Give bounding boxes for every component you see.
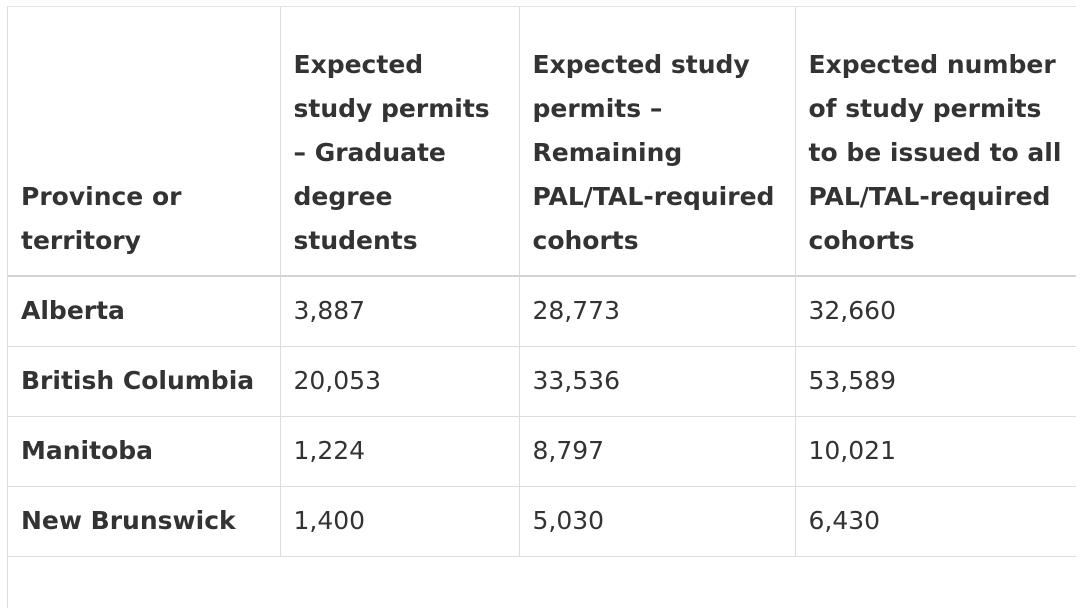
table-cell: 6,430 xyxy=(795,486,1076,557)
table-row: British Columbia 20,053 33,536 53,589 xyxy=(8,346,1076,417)
header-cell: Expected study permits – Remaining PAL/T… xyxy=(519,7,796,276)
table-cell: 53,589 xyxy=(795,346,1076,417)
table-cell: 28,773 xyxy=(519,276,796,347)
table-cell: 3,887 xyxy=(280,276,520,347)
header-cell: Expected number of study permits to be i… xyxy=(795,7,1076,276)
table-cell: 8,797 xyxy=(519,416,796,487)
data-table: Province or territory Expected study perm… xyxy=(8,7,1076,557)
header-cell: Expected study permits – Graduate degree… xyxy=(280,7,520,276)
row-label: New Brunswick xyxy=(8,486,281,557)
row-label: British Columbia xyxy=(8,346,281,417)
table-header: Province or territory Expected study perm… xyxy=(8,7,1076,276)
table-cell: 1,224 xyxy=(280,416,520,487)
table-cell: 20,053 xyxy=(280,346,520,417)
table-container: Province or territory Expected study perm… xyxy=(7,6,1076,608)
header-cell: Province or territory xyxy=(8,7,281,276)
row-label: Alberta xyxy=(8,276,281,347)
header-row: Province or territory Expected study perm… xyxy=(8,7,1076,276)
table-row: New Brunswick 1,400 5,030 6,430 xyxy=(8,486,1076,557)
table-cell: 5,030 xyxy=(519,486,796,557)
table-body: Alberta 3,887 28,773 32,660 British Columbia… xyxy=(8,276,1076,557)
table-cell: 32,660 xyxy=(795,276,1076,347)
table-row: Alberta 3,887 28,773 32,660 xyxy=(8,276,1076,347)
table-cell: 33,536 xyxy=(519,346,796,417)
table-row: Manitoba 1,224 8,797 10,021 xyxy=(8,416,1076,487)
row-label: Manitoba xyxy=(8,416,281,487)
table-cell: 1,400 xyxy=(280,486,520,557)
table-cell: 10,021 xyxy=(795,416,1076,487)
